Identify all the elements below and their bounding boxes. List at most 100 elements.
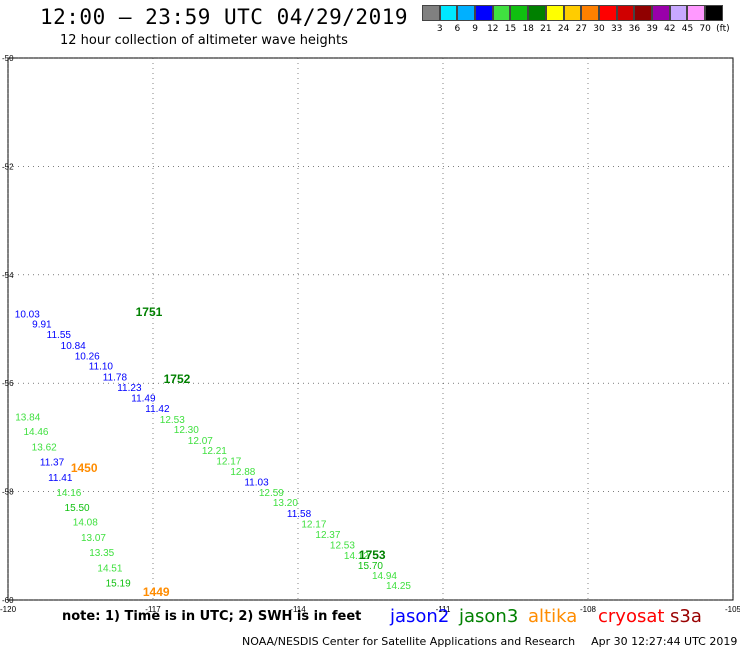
wave-height-value: 9.91	[32, 319, 52, 330]
pass-time-label: 1752	[164, 372, 191, 386]
wave-height-value: 12.88	[230, 467, 255, 478]
legend-label: 15	[504, 24, 517, 34]
wave-height-value: 10.03	[15, 310, 40, 321]
lat-tick-label: -58	[2, 488, 14, 497]
lon-tick-label: -111	[436, 605, 451, 614]
wave-height-value: 12.17	[301, 519, 326, 530]
wave-height-value: 14.12	[344, 551, 369, 562]
wave-height-value: 12.30	[174, 425, 199, 436]
satellite-legend-altika: altika	[528, 606, 578, 627]
footer-credit: NOAA/NESDIS Center for Satellite Applica…	[242, 635, 576, 648]
satellite-legend-jason3: jason3	[459, 606, 519, 627]
legend-swatch	[598, 5, 617, 21]
wave-height-value: 15.50	[65, 503, 90, 514]
pass-time-label: 1450	[71, 461, 98, 475]
legend-swatch	[651, 5, 670, 21]
legend-swatch	[457, 5, 476, 21]
wave-height-value: 15.70	[358, 561, 383, 572]
legend-label: (ft)	[716, 24, 730, 34]
lon-tick-label: -108	[580, 605, 597, 614]
map-subtitle: 12 hour collection of altimeter wave hei…	[60, 33, 348, 48]
legend-label: 42	[664, 24, 676, 34]
legend-swatch	[439, 5, 458, 21]
legend-swatch	[705, 5, 723, 21]
wave-height-value: 10.26	[75, 351, 100, 362]
wave-height-value: 13.35	[89, 548, 114, 559]
legend-swatch	[581, 5, 599, 21]
wave-height-value: 13.20	[273, 498, 298, 509]
wave-height-value: 14.51	[97, 563, 122, 574]
legend-label: 33	[610, 24, 623, 34]
wave-height-value: 12.53	[160, 415, 185, 426]
footer-timestamp: Apr 30 12:27:44 UTC 2019	[591, 635, 738, 648]
wave-height-legend	[422, 5, 723, 21]
legend-label: 36	[628, 24, 641, 34]
legend-swatch	[492, 5, 511, 21]
legend-label: 18	[522, 24, 534, 34]
wave-height-value: 15.19	[106, 578, 131, 589]
wave-height-value: 11.49	[131, 394, 156, 405]
satellite-legend-jason2: jason2	[390, 606, 450, 627]
wave-height-value: 14.46	[23, 427, 48, 438]
wave-height-value: 11.37	[40, 458, 65, 469]
legend-label: 45	[681, 24, 694, 34]
lat-tick-label: -54	[2, 271, 14, 280]
wave-height-value: 11.10	[89, 362, 114, 373]
wave-height-value: 14.94	[372, 571, 397, 582]
wave-height-value: 11.41	[48, 473, 73, 484]
lat-tick-label: -60	[2, 596, 14, 605]
wave-height-value: 14.16	[56, 488, 81, 499]
legend-label: 21	[540, 24, 552, 34]
wave-height-value: 11.78	[103, 372, 128, 383]
map-frame	[7, 57, 734, 601]
wave-height-value: 12.17	[216, 457, 241, 468]
lon-tick-label: -117	[145, 605, 161, 614]
wave-height-value: 11.23	[117, 383, 142, 394]
wave-height-value: 11.42	[145, 404, 170, 415]
legend-label: 24	[557, 24, 570, 34]
legend-label: 70	[699, 24, 711, 34]
legend-label: 6	[454, 24, 461, 34]
legend-swatch	[616, 5, 635, 21]
footer: NOAA/NESDIS Center for Satellite Applica…	[242, 635, 737, 648]
legend-swatch	[634, 5, 652, 21]
legend-label: 27	[575, 24, 588, 34]
wave-height-value: 12.07	[188, 436, 213, 447]
note-row: note: 1) Time is in UTC; 2) SWH is in fe…	[62, 606, 740, 630]
legend-swatch	[669, 5, 688, 21]
pass-time-label: 1751	[136, 305, 163, 319]
legend-label: 30	[593, 24, 605, 34]
lon-tick-label: -105	[725, 605, 740, 614]
wave-height-value: 11.55	[47, 330, 72, 341]
wave-height-value: 12.53	[330, 541, 355, 552]
legend-swatch	[528, 5, 546, 21]
pass-time-label: 1449	[143, 585, 170, 599]
legend-swatch	[687, 5, 705, 21]
wave-height-value: 11.58	[287, 509, 312, 520]
wave-height-value: 11.03	[244, 478, 269, 489]
legend-label: 3	[436, 24, 443, 34]
legend-label: 9	[472, 24, 478, 34]
wave-height-value: 12.37	[315, 530, 340, 541]
wave-height-value: 13.62	[32, 442, 57, 453]
wave-height-value: 12.59	[259, 488, 284, 499]
legend-label: 39	[646, 24, 658, 34]
legend-swatch	[475, 5, 493, 21]
lat-tick-label: -52	[2, 162, 14, 171]
lon-tick-label: -114	[290, 605, 306, 614]
pass-time-label: 1753	[359, 548, 386, 562]
wave-height-value: 14.25	[386, 581, 411, 592]
satellite-legend-cryosat: cryosat	[598, 606, 665, 627]
wave-height-value: 12.21	[202, 446, 227, 457]
wave-height-value: 14.08	[73, 518, 98, 529]
wave-height-value: 13.07	[81, 533, 106, 544]
wave-height-value: 10.84	[61, 341, 86, 352]
legend-label: 12	[487, 24, 499, 34]
units-note: note: 1) Time is in UTC; 2) SWH is in fe…	[62, 609, 362, 624]
legend-swatch	[545, 5, 564, 21]
legend-swatch	[422, 5, 440, 21]
map-title: 12:00 – 23:59 UTC 04/29/2019	[40, 5, 409, 29]
lon-tick-label: -120	[0, 605, 17, 614]
wave-height-value: 13.84	[15, 413, 40, 424]
